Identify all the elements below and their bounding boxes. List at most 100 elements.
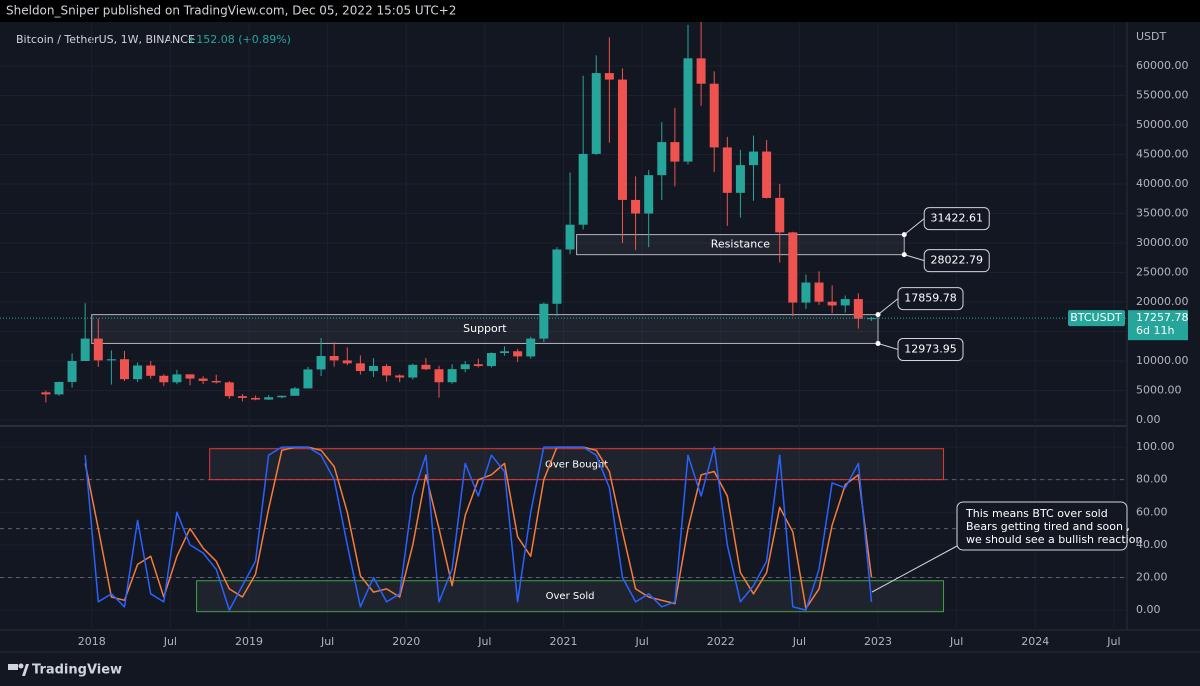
candle-body <box>237 396 247 398</box>
x-tick-label: 2019 <box>235 635 263 648</box>
candle-body <box>565 224 575 250</box>
logo <box>8 663 29 676</box>
candle-body <box>696 58 706 84</box>
candle-body <box>709 83 719 148</box>
candle-body <box>264 397 274 400</box>
callout-dot <box>901 252 907 258</box>
candle-body <box>342 360 352 364</box>
candle-body <box>526 338 536 357</box>
callout-line <box>904 254 925 262</box>
line-series <box>84 446 873 611</box>
candle-body <box>329 355 339 361</box>
candle-body <box>604 73 614 80</box>
note-line: we should see a bullish reaction <box>966 533 1142 546</box>
candle-body <box>224 382 234 397</box>
callout-box <box>923 207 990 231</box>
y-tick-label: 50000.00 <box>1136 118 1189 131</box>
last-name-box <box>1068 310 1125 327</box>
y-tick-label: 40000.00 <box>1136 177 1189 190</box>
candle-body <box>159 375 169 383</box>
callout-dot <box>901 232 907 238</box>
callout-box <box>897 337 964 361</box>
candle-body <box>185 374 195 379</box>
candle-body <box>316 355 326 370</box>
published: Sheldon_Sniper published on TradingView.… <box>6 4 456 18</box>
candle-body <box>421 364 431 370</box>
x-tick-label: 2022 <box>707 635 735 648</box>
candle-body <box>119 359 129 380</box>
candle-body <box>146 365 156 376</box>
symbol: Bitcoin / TetherUS, 1W, BINANCE <box>16 33 195 46</box>
candle-body <box>853 299 863 319</box>
candle-body <box>801 282 811 303</box>
x-tick-label: Jul <box>634 635 648 648</box>
countdown: 6d 11h <box>1136 324 1174 337</box>
publish-bar <box>0 0 1200 22</box>
zone <box>576 234 905 256</box>
currency: USDT <box>1136 30 1167 43</box>
candle-body <box>408 364 418 378</box>
y-tick-label: 100.00 <box>1136 440 1175 453</box>
candle-body <box>644 175 654 214</box>
x-tick-label: Jul <box>792 635 806 648</box>
candle-body <box>368 366 378 372</box>
x-tick-label: 2021 <box>550 635 578 648</box>
y-tick-label: 0.00 <box>1136 413 1161 426</box>
candle-body <box>473 364 483 367</box>
layer: 2018 Jul 2019 Jul 2020 Jul 2021 Jul 2022 Jul 2023 J… <box>0 22 1189 648</box>
callout-value: 17859.78 <box>904 292 957 305</box>
zone <box>91 314 879 344</box>
candle-body <box>133 365 143 380</box>
callout-box <box>923 249 990 273</box>
zone-label: Support <box>463 322 507 335</box>
y-tick-label: 5000.00 <box>1136 383 1182 396</box>
candle-body <box>657 142 667 176</box>
callout-value: 31422.61 <box>930 212 983 225</box>
candle-body <box>539 303 549 339</box>
last-price-box <box>1128 310 1188 341</box>
x-tick-label: 2018 <box>78 635 106 648</box>
y-tick-label: 20000.00 <box>1136 295 1189 308</box>
y-tick-label: 10000.00 <box>1136 354 1189 367</box>
x-tick-label: Jul <box>949 635 963 648</box>
candle-body <box>54 381 64 395</box>
x-tick-label: Jul <box>163 635 177 648</box>
candle-body <box>80 338 90 361</box>
candle-body <box>198 378 208 381</box>
layer: Over Bought Over Sold <box>84 446 945 613</box>
candle-body <box>683 58 693 162</box>
candle-body <box>447 369 457 383</box>
zone-label: Over Bought <box>545 460 608 471</box>
candle-body <box>722 147 732 193</box>
x-tick-label: Jul <box>320 635 334 648</box>
y-tick-label: 60000.00 <box>1136 59 1189 72</box>
candle-body <box>591 73 601 154</box>
last-price: 17257.78 <box>1136 311 1189 324</box>
change: +152.08 (+0.89%) <box>187 33 291 46</box>
candle-body <box>670 142 680 162</box>
zone-label: Resistance <box>711 238 771 251</box>
x-tick-label: Jul <box>477 635 491 648</box>
candle-body <box>303 369 313 389</box>
candle-body <box>106 359 116 361</box>
zone-label: Over Sold <box>546 591 595 602</box>
y-tick-label: 40.00 <box>1136 538 1168 551</box>
y-tick-label: 60.00 <box>1136 505 1168 518</box>
candle-body <box>631 199 641 214</box>
candle-body <box>749 151 759 166</box>
candle-body <box>395 375 405 378</box>
y-tick-label: 35000.00 <box>1136 207 1189 220</box>
y-tick-label: 30000.00 <box>1136 236 1189 249</box>
candle-body <box>500 351 510 354</box>
candle-body <box>617 79 627 200</box>
candle-body <box>67 360 77 382</box>
note: This means BTC over sold Bears getting t… <box>871 501 1142 593</box>
callout-box <box>897 287 964 311</box>
last-name: BTCUSDT <box>1070 311 1122 324</box>
candle-body <box>775 197 785 233</box>
candle-body <box>762 151 772 198</box>
note-line: This means BTC over sold <box>965 507 1108 520</box>
callout-line <box>877 298 899 316</box>
y-tick-label: 80.00 <box>1136 473 1168 486</box>
